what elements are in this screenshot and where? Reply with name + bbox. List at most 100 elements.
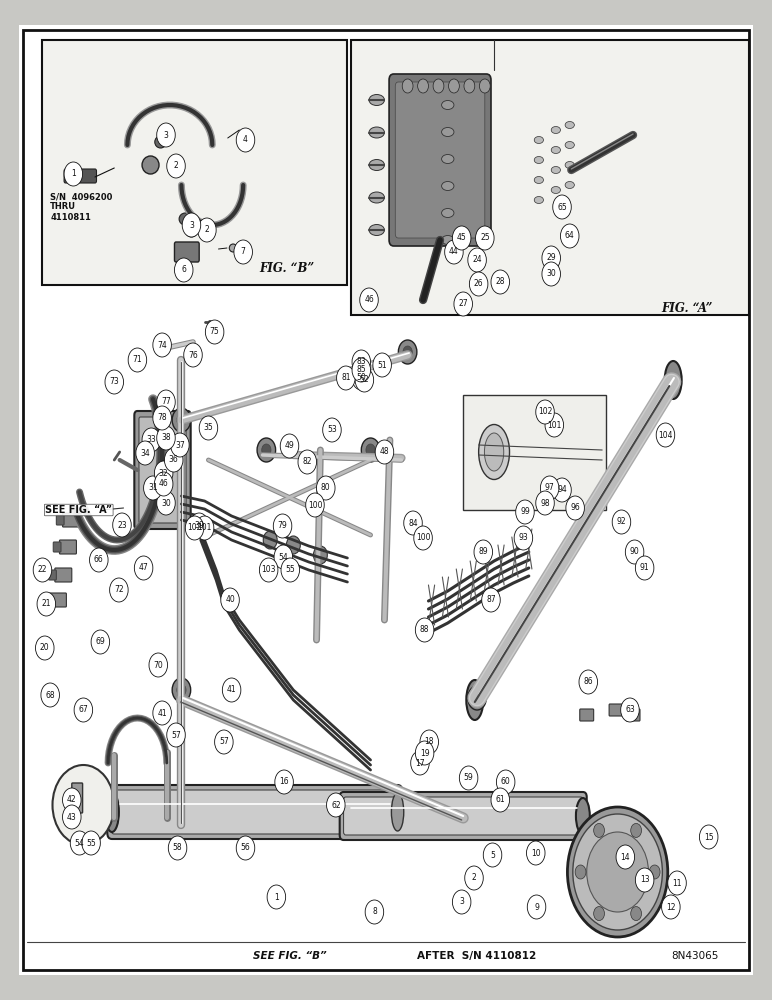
Text: 5: 5 xyxy=(490,850,495,859)
Text: 88: 88 xyxy=(420,626,429,635)
Circle shape xyxy=(313,546,327,564)
Text: 31: 31 xyxy=(148,484,157,492)
Circle shape xyxy=(172,408,191,432)
Ellipse shape xyxy=(369,159,384,170)
Text: 66: 66 xyxy=(94,556,103,564)
Text: 91: 91 xyxy=(640,564,649,572)
Circle shape xyxy=(662,895,680,919)
Text: 35: 35 xyxy=(204,424,213,432)
Circle shape xyxy=(403,346,412,358)
Circle shape xyxy=(198,218,216,242)
Text: 2: 2 xyxy=(472,874,476,882)
Text: 46: 46 xyxy=(159,480,168,488)
Text: 94: 94 xyxy=(557,486,567,494)
Circle shape xyxy=(587,832,648,912)
Circle shape xyxy=(594,823,604,837)
Text: 57: 57 xyxy=(219,738,229,746)
Circle shape xyxy=(536,400,554,424)
Text: 72: 72 xyxy=(114,585,124,594)
Ellipse shape xyxy=(665,361,682,399)
Text: 54: 54 xyxy=(75,838,84,848)
Text: 30: 30 xyxy=(547,269,556,278)
Text: 11: 11 xyxy=(672,879,682,888)
Circle shape xyxy=(540,476,559,500)
Circle shape xyxy=(144,476,162,500)
Text: 6: 6 xyxy=(181,265,186,274)
Circle shape xyxy=(171,433,189,457)
FancyBboxPatch shape xyxy=(139,417,186,523)
Circle shape xyxy=(352,358,371,382)
Circle shape xyxy=(352,366,371,390)
Text: 46: 46 xyxy=(364,296,374,304)
Text: 56: 56 xyxy=(241,844,250,852)
Text: 54: 54 xyxy=(279,552,288,562)
Text: 50: 50 xyxy=(357,373,366,382)
Text: 100: 100 xyxy=(308,500,322,510)
Circle shape xyxy=(177,684,186,696)
Text: 102: 102 xyxy=(538,408,552,416)
Text: FIG. “A”: FIG. “A” xyxy=(662,302,713,314)
Circle shape xyxy=(542,262,560,286)
FancyBboxPatch shape xyxy=(174,242,199,262)
Circle shape xyxy=(536,491,554,515)
Ellipse shape xyxy=(442,209,454,218)
Circle shape xyxy=(612,510,631,534)
Circle shape xyxy=(136,441,154,465)
Text: 43: 43 xyxy=(67,812,76,822)
FancyBboxPatch shape xyxy=(389,74,491,246)
Ellipse shape xyxy=(479,424,510,480)
Text: 75: 75 xyxy=(210,328,219,336)
Ellipse shape xyxy=(369,225,384,235)
Text: 92: 92 xyxy=(617,518,626,526)
Text: S/N  4096200
THRU
4110811: S/N 4096200 THRU 4110811 xyxy=(50,192,113,222)
Circle shape xyxy=(190,513,208,537)
Ellipse shape xyxy=(551,166,560,173)
Circle shape xyxy=(91,630,110,654)
Text: 18: 18 xyxy=(425,738,434,746)
Text: 15: 15 xyxy=(704,832,713,842)
Text: 93: 93 xyxy=(519,534,528,542)
Circle shape xyxy=(41,683,59,707)
Circle shape xyxy=(366,444,375,456)
Circle shape xyxy=(157,390,175,414)
Circle shape xyxy=(527,895,546,919)
Circle shape xyxy=(222,678,241,702)
Circle shape xyxy=(286,536,300,554)
Ellipse shape xyxy=(442,182,454,190)
FancyBboxPatch shape xyxy=(107,785,402,839)
Circle shape xyxy=(149,653,168,677)
Ellipse shape xyxy=(534,136,543,143)
Text: 69: 69 xyxy=(96,638,105,647)
Circle shape xyxy=(631,907,642,921)
Circle shape xyxy=(355,368,374,392)
Ellipse shape xyxy=(576,798,590,834)
Circle shape xyxy=(105,370,124,394)
Circle shape xyxy=(482,588,500,612)
Circle shape xyxy=(464,79,475,93)
Circle shape xyxy=(128,348,147,372)
Circle shape xyxy=(560,224,579,248)
Circle shape xyxy=(64,162,83,186)
Text: 53: 53 xyxy=(327,426,337,434)
Ellipse shape xyxy=(565,161,574,168)
FancyBboxPatch shape xyxy=(609,704,623,716)
Text: 86: 86 xyxy=(584,678,593,686)
Circle shape xyxy=(37,592,56,616)
Ellipse shape xyxy=(442,235,454,244)
Circle shape xyxy=(398,340,417,364)
Circle shape xyxy=(267,885,286,909)
Circle shape xyxy=(280,434,299,458)
Text: 8: 8 xyxy=(372,908,377,916)
Text: 97: 97 xyxy=(545,484,554,492)
Circle shape xyxy=(365,900,384,924)
Text: 59: 59 xyxy=(464,774,473,782)
Circle shape xyxy=(221,588,239,612)
Text: 8N43065: 8N43065 xyxy=(671,951,719,961)
Circle shape xyxy=(234,240,252,264)
Ellipse shape xyxy=(551,126,560,133)
Circle shape xyxy=(52,765,114,845)
Ellipse shape xyxy=(186,227,197,237)
Text: 22: 22 xyxy=(38,566,47,574)
Text: 28: 28 xyxy=(496,277,505,286)
Text: 17: 17 xyxy=(415,758,425,768)
